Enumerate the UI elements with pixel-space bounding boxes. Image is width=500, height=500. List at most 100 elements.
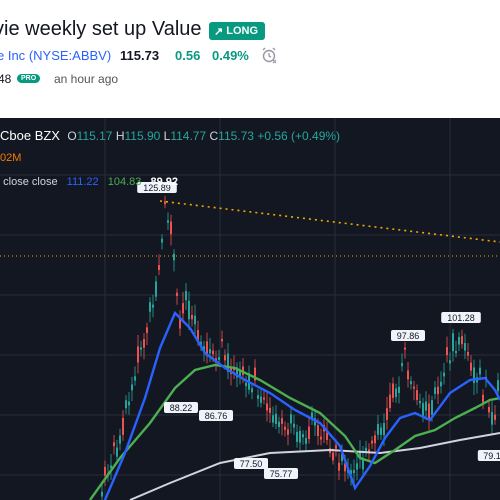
candle-body (464, 342, 466, 351)
idea-title: vie weekly set up Value (0, 18, 202, 40)
candle-body (377, 424, 379, 435)
candle-body (455, 351, 457, 354)
long-badge: ↗ LONG (209, 22, 265, 40)
candle-body (272, 415, 274, 423)
price-callout-box (441, 312, 481, 323)
candle-body (113, 442, 115, 447)
arrow-up-right-icon: ↗ (214, 25, 224, 38)
alarm-clock-icon[interactable] (260, 46, 278, 69)
candle-body (131, 384, 133, 391)
price-callout-box (264, 468, 298, 479)
candle-body (269, 407, 271, 413)
price-callout-label: 97.86 (397, 331, 420, 341)
candle-body (260, 396, 262, 403)
candle-body (461, 336, 463, 345)
high-label: H (115, 129, 125, 143)
close-value: 115.73 (218, 129, 254, 143)
candle-body (149, 302, 151, 312)
ma-blue-value: 111.22 (66, 176, 99, 188)
ma-white-line (129, 432, 500, 500)
candle-body (335, 445, 337, 449)
candle-body (479, 367, 481, 375)
candle-body (359, 450, 361, 459)
candle-body (170, 221, 172, 235)
candle-body (368, 449, 370, 453)
candle-body (497, 380, 499, 392)
low-value: 114.77 (170, 129, 207, 143)
ma-label: e close close (0, 176, 58, 188)
candle-body (326, 432, 328, 440)
publish-time: an hour ago (54, 72, 119, 86)
candle-body (206, 341, 208, 357)
price-callout-box (199, 410, 233, 421)
candle-body (398, 386, 400, 394)
candle-body (125, 400, 127, 409)
candle-body (104, 466, 106, 476)
idea-header: vie weekly set up Value ↗ LONG e Inc (NY… (0, 0, 500, 118)
pro-badge: PRO (17, 74, 41, 83)
candle-body (110, 465, 112, 469)
candle-body (176, 292, 178, 296)
candle-body (188, 300, 190, 320)
candle-body (293, 423, 295, 428)
candle-body (140, 347, 142, 350)
symbol-change-pct: 0.49% (212, 48, 249, 63)
candle-body (281, 418, 283, 424)
candle-body (446, 347, 448, 356)
candle-body (164, 201, 166, 205)
candle-body (314, 418, 316, 426)
exchange-name: Cboe BZX (0, 128, 60, 143)
chart-canvas[interactable]: 125.89 88.22 86.76 77.50 75.77 97.86 101.28 79.… (0, 118, 500, 500)
candle-body (338, 462, 340, 471)
candle-body (434, 387, 436, 394)
long-badge-label: LONG (226, 25, 258, 37)
candle-body (473, 367, 475, 384)
candle-body (371, 440, 373, 444)
price-callout-label: 77.50 (240, 459, 263, 469)
candle-body (467, 352, 469, 356)
price-callout-label: 75.77 (270, 469, 293, 479)
candle-body (317, 425, 319, 437)
candle-body (362, 457, 364, 470)
price-chart[interactable]: 125.89 88.22 86.76 77.50 75.77 97.86 101.28 79.… (0, 118, 500, 500)
candle-body (287, 429, 289, 435)
candle-body (437, 386, 439, 395)
candle-body (305, 437, 307, 444)
candle-body (386, 408, 388, 420)
candle-body (290, 414, 292, 424)
candle-body (395, 388, 397, 398)
price-callout-box (164, 402, 198, 413)
candle-body (284, 426, 286, 430)
candle-body (101, 491, 103, 497)
price-callout-box (391, 330, 425, 341)
candle-body (302, 434, 304, 438)
price-callout-label: 79.1 (483, 451, 500, 461)
candle-body (356, 463, 358, 470)
candle-body (431, 400, 433, 415)
symbol-link[interactable]: e Inc (NYSE:ABBV) (0, 48, 111, 63)
candle-body (389, 394, 391, 408)
candle-body (332, 452, 334, 461)
candle-body (245, 382, 247, 387)
candle-body (419, 400, 421, 404)
candle-body (224, 355, 226, 361)
trend-line (159, 200, 500, 243)
candle-body (311, 412, 313, 418)
price-callout-label: 125.89 (143, 183, 171, 193)
candle-body (308, 426, 310, 440)
open-label: O (67, 129, 77, 143)
candle-body (146, 327, 148, 334)
candle-body (410, 381, 412, 385)
candle-body (392, 383, 394, 398)
candle-body (413, 386, 415, 389)
candle-body (365, 447, 367, 452)
candle-body (353, 470, 355, 474)
candle-body (173, 253, 175, 261)
candle-body (185, 290, 187, 301)
candle-body (116, 447, 118, 457)
price-callout-label: 86.76 (205, 411, 228, 421)
candle-body (152, 304, 154, 308)
candle-body (449, 360, 451, 364)
candle-body (488, 407, 490, 413)
high-value: 115.90 (124, 129, 161, 143)
